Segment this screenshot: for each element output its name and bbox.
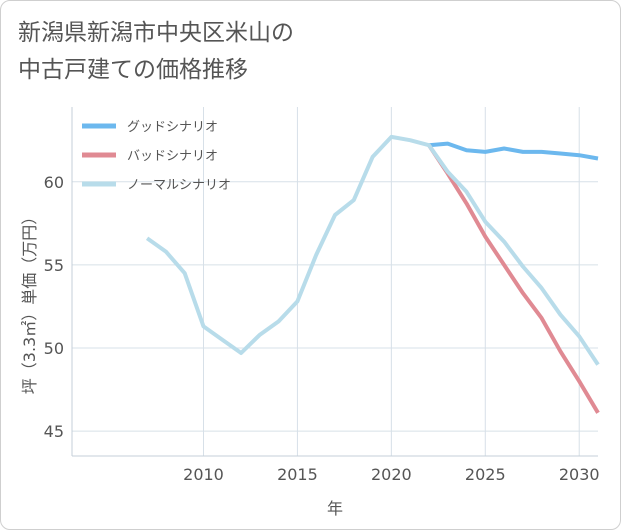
- title-line-2: 中古戸建ての価格推移: [18, 57, 248, 83]
- y-tick-label: 50: [44, 339, 64, 358]
- x-tick-label: 2015: [277, 465, 318, 484]
- title-line-1: 新潟県新潟市中央区米山の: [18, 20, 294, 46]
- legend-label: ノーマルシナリオ: [127, 178, 231, 193]
- grid: [72, 107, 598, 456]
- series-line-1: [427, 144, 600, 414]
- x-tick-label: 2020: [371, 465, 412, 484]
- axes: 2010 2015 2020 2025 2030 45 50 55 60: [44, 107, 600, 484]
- x-axis-label: 年: [327, 499, 343, 518]
- series-line-0: [428, 141, 599, 161]
- y-tick-label: 45: [44, 422, 64, 441]
- y-tick-label: 55: [44, 256, 64, 275]
- x-tick-label: 2025: [465, 465, 506, 484]
- x-tick-label: 2030: [559, 465, 600, 484]
- legend-label: バッドシナリオ: [127, 149, 218, 164]
- series-lines: [145, 134, 600, 414]
- y-tick-label: 60: [44, 173, 64, 192]
- series-line-2: [145, 134, 600, 366]
- y-axis-label: 坪（3.3㎡）単価（万円）: [20, 209, 39, 394]
- chart-title: 新潟県新潟市中央区米山の 中古戸建ての価格推移: [18, 15, 294, 89]
- x-tick-label: 2010: [183, 465, 224, 484]
- legend-label: グッドシナリオ: [127, 120, 218, 135]
